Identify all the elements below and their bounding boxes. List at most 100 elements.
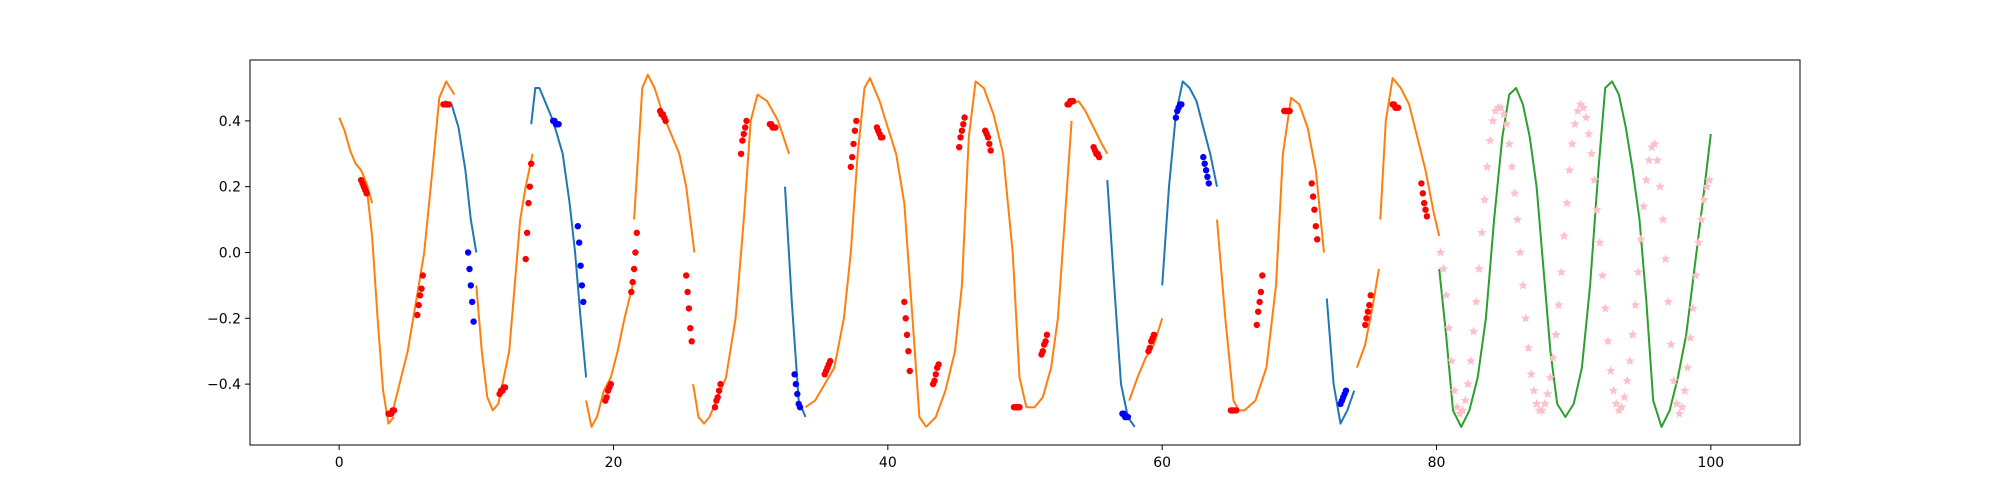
series-line-3 xyxy=(444,100,478,253)
marker-point xyxy=(416,292,424,299)
marker-star xyxy=(1564,165,1575,175)
x-tick-label: 60 xyxy=(1153,455,1171,471)
series-line-10 xyxy=(804,77,928,428)
marker-point xyxy=(630,265,638,273)
marker-point xyxy=(850,140,857,148)
x-tick-label: 100 xyxy=(1697,455,1724,471)
marker-point xyxy=(576,239,583,246)
marker-point xyxy=(737,150,745,157)
marker-point xyxy=(525,199,532,207)
marker-point xyxy=(580,298,587,306)
marker-point xyxy=(932,371,939,378)
marker-point xyxy=(688,338,695,345)
y-tick-label: −0.2 xyxy=(207,311,241,327)
marker-point xyxy=(1363,315,1370,322)
x-tick-label: 80 xyxy=(1428,455,1446,471)
marker-star xyxy=(1438,264,1449,273)
marker-point xyxy=(632,249,639,256)
series-line-2 xyxy=(390,80,456,418)
marker-point xyxy=(853,117,860,125)
marker-star xyxy=(1600,303,1610,313)
marker-point xyxy=(1311,206,1318,213)
marker-star xyxy=(1638,201,1649,211)
marker-point xyxy=(849,153,856,161)
marker-star xyxy=(1625,356,1635,366)
marker-star xyxy=(1627,329,1638,339)
marker-point xyxy=(851,127,859,134)
marker-star xyxy=(1518,280,1528,290)
x-tick-label: 0 xyxy=(335,455,344,471)
series-line-7 xyxy=(633,73,696,253)
marker-star xyxy=(1603,336,1613,346)
marker-star xyxy=(1441,290,1451,300)
marker-star xyxy=(1457,405,1468,415)
marker-point xyxy=(1257,288,1265,296)
series-line-12 xyxy=(1071,100,1109,155)
marker-star xyxy=(1633,267,1643,277)
marker-point xyxy=(1146,344,1154,352)
marker-star xyxy=(1655,181,1665,191)
marker-point xyxy=(1039,348,1047,355)
marker-point xyxy=(711,404,719,411)
marker-star xyxy=(1682,362,1693,372)
marker-star xyxy=(1501,119,1512,129)
marker-point xyxy=(1200,153,1207,161)
marker-star xyxy=(1520,313,1531,323)
marker-star xyxy=(1474,264,1484,273)
marker-point xyxy=(522,255,529,263)
marker-star xyxy=(1531,398,1542,408)
marker-point xyxy=(984,134,992,141)
marker-point xyxy=(1418,180,1425,187)
marker-star xyxy=(1680,385,1690,395)
marker-star xyxy=(1562,198,1572,208)
marker-point xyxy=(1314,236,1321,243)
marker-point xyxy=(879,134,886,141)
marker-star xyxy=(1641,175,1652,185)
marker-star xyxy=(1548,352,1558,362)
marker-star xyxy=(1477,227,1487,237)
marker-point xyxy=(1419,190,1427,197)
marker-point xyxy=(792,380,800,388)
marker-star xyxy=(1482,161,1492,171)
marker-star xyxy=(1674,408,1684,418)
marker-star xyxy=(1485,135,1495,145)
marker-star xyxy=(1523,342,1534,352)
marker-star xyxy=(1526,369,1536,379)
marker-point xyxy=(739,137,746,144)
marker-star xyxy=(1586,148,1597,158)
series-line-18 xyxy=(1355,268,1380,369)
marker-point xyxy=(1422,206,1429,213)
marker-star xyxy=(1499,109,1509,119)
marker-point xyxy=(633,229,640,236)
marker-point xyxy=(1342,387,1350,394)
series-line-16 xyxy=(1216,96,1325,412)
marker-point xyxy=(714,394,721,401)
marker-point xyxy=(743,117,750,125)
marker-point xyxy=(629,278,636,286)
marker-star xyxy=(1614,405,1624,415)
marker-star xyxy=(1677,402,1687,412)
marker-star xyxy=(1504,138,1514,148)
marker-point xyxy=(466,265,473,273)
marker-star xyxy=(1589,175,1599,185)
marker-point xyxy=(986,140,993,148)
marker-star xyxy=(1496,102,1506,112)
marker-point xyxy=(577,262,584,269)
marker-point xyxy=(1172,114,1180,121)
marker-star xyxy=(1688,303,1698,313)
marker-star xyxy=(1463,379,1473,389)
marker-point xyxy=(390,407,398,414)
marker-point xyxy=(1178,101,1185,108)
marker-point xyxy=(1423,213,1431,220)
marker-point xyxy=(1043,331,1051,338)
marker-point xyxy=(1259,272,1266,279)
marker-star xyxy=(1636,234,1646,244)
marker-star xyxy=(1446,356,1457,366)
marker-point xyxy=(961,114,968,121)
marker-point xyxy=(906,367,913,375)
marker-point xyxy=(464,249,472,256)
marker-point xyxy=(687,325,694,332)
marker-point xyxy=(931,377,938,384)
series-line-8 xyxy=(692,93,791,425)
